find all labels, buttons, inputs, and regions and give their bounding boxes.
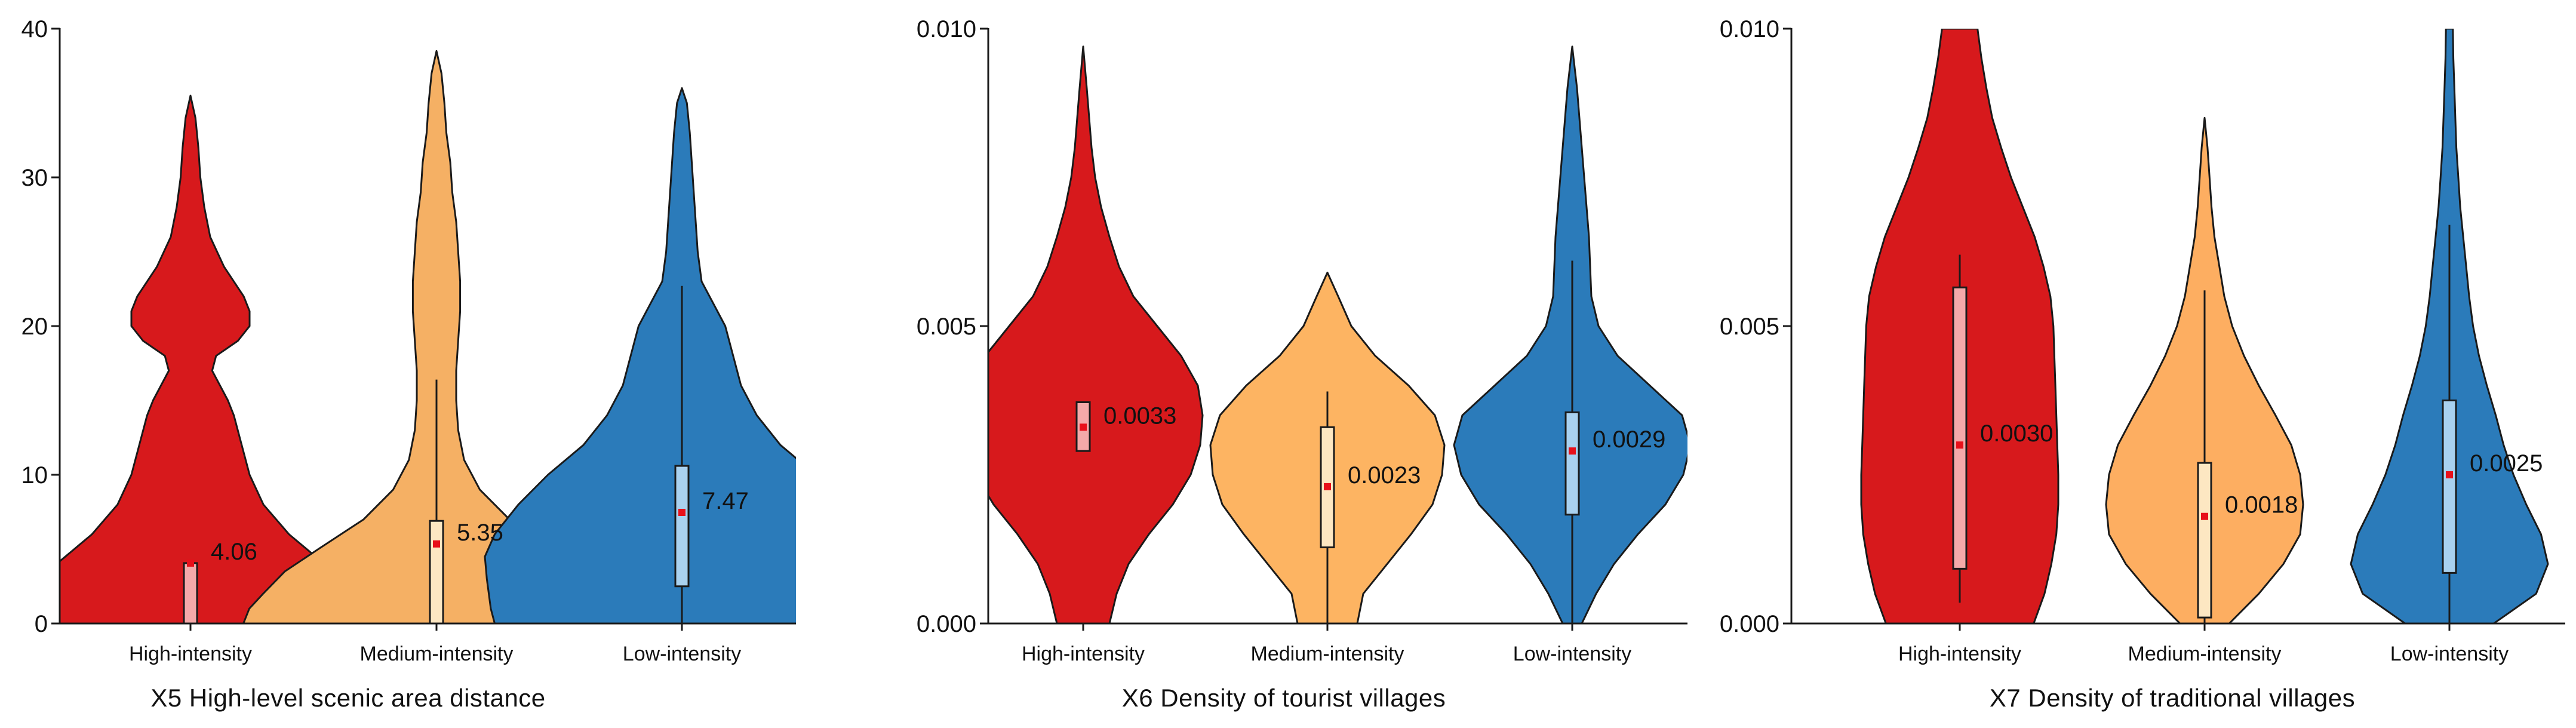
y-tick-label: 0.010 <box>917 16 976 42</box>
median-label-high-intensity: 0.0030 <box>1980 420 2053 447</box>
median-marker-low-intensity <box>1569 447 1576 455</box>
panel-title: X6 Density of tourist villages <box>1122 684 1446 712</box>
y-tick-label: 10 <box>21 462 48 489</box>
y-tick-label: 0.000 <box>917 611 976 637</box>
plot-area <box>60 50 796 623</box>
median-marker-low-intensity <box>2446 471 2453 478</box>
category-label-high-intensity: High-intensity <box>129 643 252 665</box>
iqr-box-low-intensity <box>674 465 690 588</box>
y-tick-label: 0.010 <box>1720 16 1779 42</box>
median-label-high-intensity: 4.06 <box>211 539 257 565</box>
plot-area <box>1860 29 2549 623</box>
iqr-box-medium-intensity <box>2197 462 2212 619</box>
chart-panel-2: 0.0033 High-intensity 0.0023 Medium-intensi… <box>917 16 1687 712</box>
y-tick-label: 0.005 <box>1720 314 1779 340</box>
iqr-box-low-intensity <box>2442 400 2457 574</box>
iqr-box-low-intensity <box>1564 411 1580 516</box>
y-tick-label: 30 <box>21 165 48 191</box>
iqr-box-medium-intensity <box>429 520 444 623</box>
plot-area <box>988 45 1687 623</box>
category-label-low-intensity: Low-intensity <box>2390 643 2509 665</box>
category-label-low-intensity: Low-intensity <box>623 643 741 665</box>
chart-panel-1: 4.06 High-intensity 5.35 Medium-intensity 7.… <box>21 16 796 712</box>
panel-title: X7 Density of traditional villages <box>1990 684 2355 712</box>
median-label-low-intensity: 7.47 <box>702 488 749 514</box>
category-label-medium-intensity: Medium-intensity <box>1251 643 1404 665</box>
y-tick-label: 0.005 <box>917 314 976 340</box>
violin-high-intensity <box>988 45 1204 623</box>
median-marker-medium-intensity <box>433 540 440 548</box>
median-marker-medium-intensity <box>1324 483 1331 490</box>
category-label-medium-intensity: Medium-intensity <box>360 643 514 665</box>
violin-medium-intensity <box>242 50 631 623</box>
iqr-box-high-intensity <box>183 562 198 623</box>
y-tick-label: 20 <box>21 314 48 340</box>
median-marker-high-intensity <box>187 559 194 567</box>
median-label-low-intensity: 0.0029 <box>1593 426 1665 453</box>
median-marker-low-intensity <box>678 508 686 516</box>
median-marker-high-intensity <box>1080 423 1087 431</box>
category-label-high-intensity: High-intensity <box>1898 643 2021 665</box>
violin-high-intensity <box>60 94 385 623</box>
median-marker-medium-intensity <box>2201 512 2208 520</box>
median-marker-high-intensity <box>1956 441 1963 449</box>
violin-low-intensity <box>1453 45 1687 623</box>
category-label-high-intensity: High-intensity <box>1022 643 1145 665</box>
violin-low-intensity <box>484 87 796 623</box>
iqr-box-high-intensity <box>1952 286 1968 570</box>
y-tick-label: 0.000 <box>1720 611 1779 637</box>
median-label-medium-intensity: 5.35 <box>457 520 503 546</box>
median-label-low-intensity: 0.0025 <box>2470 450 2543 477</box>
y-tick-label: 0 <box>35 611 48 637</box>
y-tick-label: 40 <box>21 16 48 42</box>
median-label-medium-intensity: 0.0018 <box>2225 492 2298 518</box>
median-label-high-intensity: 0.0033 <box>1103 403 1176 429</box>
panel-title: X5 High-level scenic area distance <box>150 684 545 712</box>
chart-panel-3: 0.0030 High-intensity 0.0018 Medium-intensi… <box>1720 16 2565 712</box>
category-label-medium-intensity: Medium-intensity <box>2128 643 2282 665</box>
median-label-medium-intensity: 0.0023 <box>1348 462 1421 489</box>
category-label-low-intensity: Low-intensity <box>1513 643 1631 665</box>
